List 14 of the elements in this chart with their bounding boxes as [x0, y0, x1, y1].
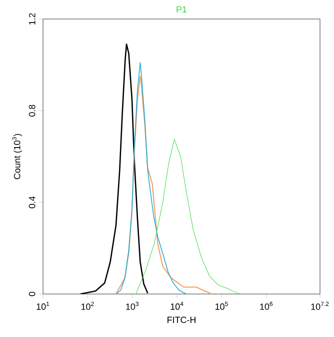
x-tick-label: 10$^{5}$	[216, 302, 228, 310]
y-tick-label: 0.8	[28, 104, 36, 117]
x-axis-title: FITC-H	[168, 316, 196, 324]
x-tick-label: 10$^{6}$	[260, 302, 273, 310]
chart-title: P1	[176, 6, 187, 12]
y-axis-title: Count (10$^{3}$)	[12, 134, 22, 180]
x-tick-label: 10$^{2}$	[81, 302, 94, 310]
x-tick-label: 10$^{3}$	[126, 302, 138, 310]
y-tick-label: 0	[28, 292, 36, 296]
y-tick-label: 1.2	[28, 13, 36, 25]
y-tick-label: 0.4	[28, 196, 36, 208]
x-tick-label: 10$^{1}$	[36, 302, 50, 310]
x-tick-label: 10$^{7.2}$	[311, 302, 329, 310]
x-tick-label: 10$^{4}$	[170, 302, 184, 310]
